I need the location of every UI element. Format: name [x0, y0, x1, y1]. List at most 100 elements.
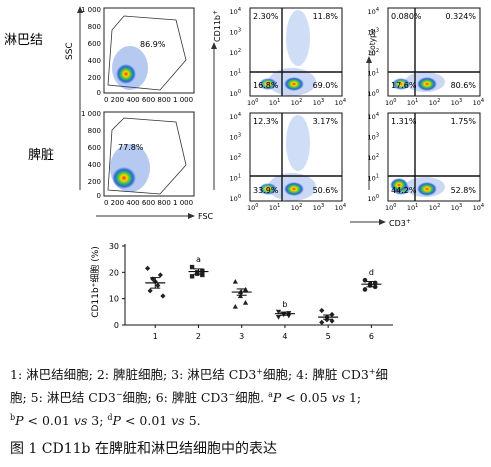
y-tick-label: 0	[114, 321, 119, 330]
quadrant-percent: 50.6%	[313, 186, 339, 195]
log-xtick: 104	[473, 98, 484, 107]
data-point	[147, 288, 153, 294]
log-xtick: 101	[269, 203, 280, 212]
fsc-axis-label: FSC	[198, 212, 214, 221]
quadrant-percent: 69.0%	[313, 81, 339, 90]
quadrant-percent: 52.8%	[451, 186, 477, 195]
quadrant-panel-ln-isotype: 104 103 102 101 100 100 101 102 103 104 0.080% 0.32…	[368, 7, 485, 107]
quadrant-percent: 1.75%	[451, 117, 477, 126]
scatter-ytick: 400	[88, 161, 101, 169]
flow-cytometry-figure: 淋巴结 脾脏 SSC 1 000 800 600 400 200 0 0 200…	[4, 6, 485, 228]
group-3	[231, 278, 252, 309]
cd11b-axis-label: CD11b+	[212, 10, 222, 42]
group-6: d	[361, 268, 382, 292]
data-point	[189, 264, 195, 270]
log-ytick: 102	[230, 153, 241, 162]
fsc-arrow-head	[188, 213, 195, 219]
group-2: a	[188, 255, 209, 279]
log-ytick: 104	[230, 7, 241, 16]
y-tick-label: 20	[109, 268, 119, 277]
quadrant-percent: 11.8%	[313, 12, 339, 21]
cd11b-arrow-head	[211, 42, 217, 49]
ssc-axis-label: SSC	[65, 42, 75, 60]
x-tick-label: 6	[369, 332, 374, 341]
log-xtick: 100	[247, 98, 258, 107]
log-xtick: 102	[429, 203, 440, 212]
log-xtick: 101	[269, 98, 280, 107]
log-ytick: 103	[368, 27, 379, 36]
log-xtick: 104	[473, 203, 484, 212]
log-ytick: 100	[230, 89, 241, 98]
data-point	[144, 265, 151, 271]
log-xtick: 100	[385, 98, 396, 107]
data-point	[275, 315, 282, 320]
log-ytick: 100	[368, 194, 379, 203]
x-tick-label: 5	[326, 332, 331, 341]
log-ytick: 104	[368, 112, 379, 121]
gate-percent: 77.8%	[118, 143, 144, 152]
x-tick-label: 3	[239, 332, 244, 341]
data-point	[242, 300, 249, 305]
x-tick-label: 1	[153, 332, 158, 341]
gate-percent: 86.9%	[140, 40, 166, 49]
data-point	[189, 274, 195, 279]
quadrant-percent: 16.8%	[253, 81, 279, 90]
y-tick-label: 10	[109, 295, 119, 304]
log-ytick: 101	[368, 173, 379, 182]
data-point	[286, 313, 292, 319]
log-ytick: 102	[368, 153, 379, 162]
chart-y-label: CD11b⁺细胞 (%)	[89, 246, 101, 318]
significance-label: a	[196, 255, 201, 264]
log-ytick: 101	[230, 68, 241, 77]
quadrant-percent: 1.31%	[391, 117, 417, 126]
data-point	[155, 282, 161, 289]
data-point	[200, 272, 205, 278]
log-xtick: 102	[429, 98, 440, 107]
isotype-arrow-head	[366, 56, 372, 63]
data-point	[319, 307, 325, 314]
scatter-plot-spleen: 1 000 800 600 400 200 0 0 200 400 600 80…	[81, 110, 195, 207]
group-5	[318, 307, 339, 325]
scatter-ytick: 600	[88, 40, 101, 48]
quadrant-panel-ln-cd11b: 104 103 102 101 100 100 101 102 103 104 2.30% 11.8%…	[230, 7, 347, 107]
figure-title: 图 1 CD11b 在脾脏和淋巴结细胞中的表达	[10, 441, 277, 457]
cd3-axis-label: CD3+	[389, 218, 411, 228]
log-ytick: 102	[230, 48, 241, 57]
log-ytick: 102	[368, 48, 379, 57]
data-point	[160, 293, 166, 299]
scatter-ytick: 600	[88, 144, 101, 152]
caption-line-3: bP < 0.01 vs 3; dP < 0.01 vs 5.	[10, 413, 201, 429]
scatter-xticks: 0 200 400 600 800 1 000	[104, 199, 193, 207]
log-ytick: 104	[230, 112, 241, 121]
x-tick-label: 2	[196, 332, 201, 341]
log-ytick: 101	[368, 68, 379, 77]
data-point	[362, 277, 368, 283]
data-point	[237, 293, 244, 299]
isotype-axis-label: Isotype	[368, 28, 377, 56]
log-xtick: 103	[451, 203, 462, 212]
quadrant-panel-sp-cd11b: 104 103 102 101 100 100 101 102 103 104 12.3% 3.17%…	[230, 112, 347, 212]
figure-caption: 1: 淋巴结细胞; 2: 脾脏细胞; 3: 淋巴结 CD3+细胞; 4: 脾脏 …	[10, 362, 485, 431]
quadrant-percent: 3.17%	[313, 117, 339, 126]
log-xtick: 101	[407, 98, 418, 107]
data-point	[362, 287, 368, 292]
quadrant-percent: 0.324%	[445, 12, 476, 21]
quadrant-percent: 0.080%	[391, 12, 422, 21]
log-ytick: 100	[230, 194, 241, 203]
log-xtick: 103	[313, 98, 324, 107]
quadrant-percent: 2.30%	[253, 12, 279, 21]
cd3-arrow-head	[379, 219, 386, 225]
data-point	[232, 278, 238, 284]
scatter-ytick: 1 000	[81, 110, 101, 118]
quadrant-percent: 33.9%	[253, 186, 279, 195]
caption-line-2: 胞; 5: 淋巴结 CD3−细胞; 6: 脾脏 CD3−细胞. aP < 0.0…	[10, 390, 362, 406]
cd11b-dot-plot: CD11b⁺细胞 (%) 0 10 20 30 1 2 3 4 5 6 a b d	[89, 242, 393, 341]
gate-polygon	[107, 15, 187, 91]
log-xtick: 102	[291, 98, 302, 107]
scatter-ytick: 200	[88, 178, 101, 186]
log-xtick: 101	[407, 203, 418, 212]
data-point	[329, 311, 335, 318]
scatter-xticks: 0 200 400 600 800 1 000	[104, 96, 193, 104]
quadrant-percent: 17.6%	[391, 81, 417, 90]
row-label-spleen: 脾脏	[28, 148, 54, 163]
